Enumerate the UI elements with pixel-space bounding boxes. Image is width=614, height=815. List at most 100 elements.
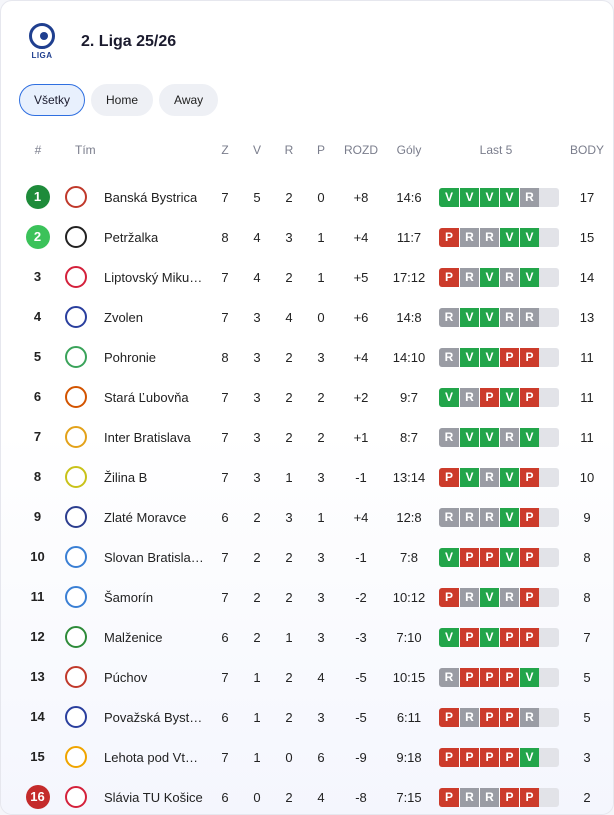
wins-cell: 3 [253, 429, 261, 445]
rank-badge: 16 [25, 785, 50, 809]
team-name[interactable]: Slovan Bratislav... [104, 549, 204, 565]
team-name[interactable]: Slávia TU Košice [104, 789, 203, 805]
col-points[interactable]: BODY [569, 143, 604, 157]
wins-cell: 2 [253, 509, 261, 525]
table-row[interactable]: 13 Púchov 7 1 2 4 -5 10:15 R P P P V 5 [1, 657, 613, 697]
col-rank[interactable]: # [34, 143, 42, 157]
rank-cell: 4 [1, 297, 75, 337]
table-row[interactable]: 11 Šamorín 7 2 2 3 -2 10:12 P R V R P 8 [1, 577, 613, 617]
rank-badge: 2 [25, 225, 50, 249]
col-team[interactable]: Tím [75, 143, 96, 157]
team-crest-icon [65, 546, 87, 568]
table-row[interactable]: 15 Lehota pod Vtáč... 7 1 0 6 -9 9:18 P P P P V 3 [1, 737, 613, 777]
team-cell[interactable]: Inter Bratislava [65, 417, 209, 457]
wins-cell: 2 [253, 589, 261, 605]
table-row[interactable]: 12 Malženice 6 2 1 3 -3 7:10 V P V P P 7 [1, 617, 613, 657]
col-wins[interactable]: V [252, 143, 261, 157]
team-cell[interactable]: Žilina B [65, 457, 209, 497]
col-goals[interactable]: Góly [396, 143, 422, 157]
team-cell[interactable]: Slovan Bratislav... [65, 537, 209, 577]
team-crest-icon [65, 746, 87, 768]
team-cell[interactable]: Šamorín [65, 577, 209, 617]
team-name[interactable]: Lehota pod Vtáč... [104, 749, 204, 765]
team-name[interactable]: Považská Bystrica [104, 709, 204, 725]
tab-home[interactable]: Home [91, 84, 154, 116]
table-row[interactable]: 1 Banská Bystrica 7 5 2 0 +8 14:6 V V V V R 17 [1, 171, 613, 217]
rank-badge: 11 [30, 589, 45, 604]
form-result: V [499, 467, 519, 487]
team-cell[interactable]: Púchov [65, 657, 209, 697]
goal-diff-cell: +4 [353, 509, 369, 525]
rank-cell: 15 [1, 737, 75, 777]
losses-cell: 3 [317, 589, 325, 605]
team-cell[interactable]: Lehota pod Vtáč... [65, 737, 209, 777]
team-name[interactable]: Liptovský Mikuláš [104, 269, 204, 285]
points-cell: 14 [579, 269, 595, 285]
draws-cell: 4 [285, 309, 293, 325]
tab-all[interactable]: Všetky [19, 84, 86, 116]
team-cell[interactable]: Banská Bystrica [65, 171, 209, 217]
table-row[interactable]: 2 Petržalka 8 4 3 1 +4 11:7 P R R V V 15 [1, 217, 613, 257]
form-result: P [499, 747, 519, 767]
team-cell[interactable]: Liptovský Mikuláš [65, 257, 209, 297]
tab-away[interactable]: Away [159, 84, 219, 116]
goal-diff-cell: +4 [353, 229, 369, 245]
col-played[interactable]: Z [221, 143, 229, 157]
team-name[interactable]: Zvolen [104, 309, 144, 325]
form-result: V [439, 627, 459, 647]
team-name[interactable]: Zlaté Moravce [104, 509, 187, 525]
wins-cell: 2 [253, 629, 261, 645]
team-name[interactable]: Žilina B [104, 469, 148, 485]
form-result: P [459, 747, 479, 767]
form-result: P [459, 667, 479, 687]
form-result: R [499, 427, 519, 447]
team-cell[interactable]: Zlaté Moravce [65, 497, 209, 537]
table-row[interactable]: 7 Inter Bratislava 7 3 2 2 +1 8:7 R V V R V 11 [1, 417, 613, 457]
team-cell[interactable]: Petržalka [65, 217, 209, 257]
team-name[interactable]: Pohronie [104, 349, 157, 365]
goal-diff-cell: +4 [353, 349, 369, 365]
rank-badge: 3 [33, 269, 42, 284]
team-crest-icon [65, 626, 87, 648]
table-row[interactable]: 6 Stará Ľubovňa 7 3 2 2 +2 9:7 V R P V P 11 [1, 377, 613, 417]
table-row[interactable]: 9 Zlaté Moravce 6 2 3 1 +4 12:8 R R R V P 9 [1, 497, 613, 537]
table-row[interactable]: 4 Zvolen 7 3 4 0 +6 14:8 R V V R R 13 [1, 297, 613, 337]
team-cell[interactable]: Zvolen [65, 297, 209, 337]
goal-diff-cell: -8 [355, 789, 367, 805]
col-draws[interactable]: R [284, 143, 294, 157]
team-cell[interactable]: Slávia TU Košice [65, 777, 209, 814]
team-name[interactable]: Petržalka [104, 229, 159, 245]
team-cell[interactable]: Pohronie [65, 337, 209, 377]
team-cell[interactable]: Stará Ľubovňa [65, 377, 209, 417]
points-cell: 2 [583, 789, 591, 805]
team-name[interactable]: Šamorín [104, 589, 154, 605]
table-row[interactable]: 8 Žilina B 7 3 1 3 -1 13:14 P V R V P 10 [1, 457, 613, 497]
team-name[interactable]: Púchov [104, 669, 148, 685]
table-row[interactable]: 3 Liptovský Mikuláš 7 4 2 1 +5 17:12 P R V R V 14 [1, 257, 613, 297]
played-cell: 6 [221, 709, 229, 725]
table-row[interactable]: 16 Slávia TU Košice 6 0 2 4 -8 7:15 P R R P P 2 [1, 777, 613, 814]
col-losses[interactable]: P [316, 143, 325, 157]
team-name[interactable]: Banská Bystrica [104, 189, 198, 205]
form-result: R [479, 227, 499, 247]
rank-cell: 8 [1, 457, 75, 497]
team-cell[interactable]: Malženice [65, 617, 209, 657]
rank-cell: 9 [1, 497, 75, 537]
team-name[interactable]: Stará Ľubovňa [104, 389, 189, 405]
points-cell: 3 [583, 749, 591, 765]
table-row[interactable]: 14 Považská Bystrica 6 1 2 3 -5 6:11 P R P P R 5 [1, 697, 613, 737]
team-name[interactable]: Inter Bratislava [104, 429, 191, 445]
form-result: R [439, 427, 459, 447]
col-goal-diff[interactable]: ROZD [344, 143, 378, 157]
form-result: P [519, 787, 539, 807]
goals-cell: 6:11 [396, 709, 422, 725]
team-cell[interactable]: Považská Bystrica [65, 697, 209, 737]
goal-diff-cell: -5 [355, 709, 367, 725]
table-row[interactable]: 5 Pohronie 8 3 2 3 +4 14:10 R V V P P 11 [1, 337, 613, 377]
form-result: P [459, 627, 479, 647]
table-row[interactable]: 10 Slovan Bratislav... 7 2 2 3 -1 7:8 V P P V P 8 [1, 537, 613, 577]
points-cell: 11 [580, 389, 594, 405]
team-name[interactable]: Malženice [104, 629, 163, 645]
